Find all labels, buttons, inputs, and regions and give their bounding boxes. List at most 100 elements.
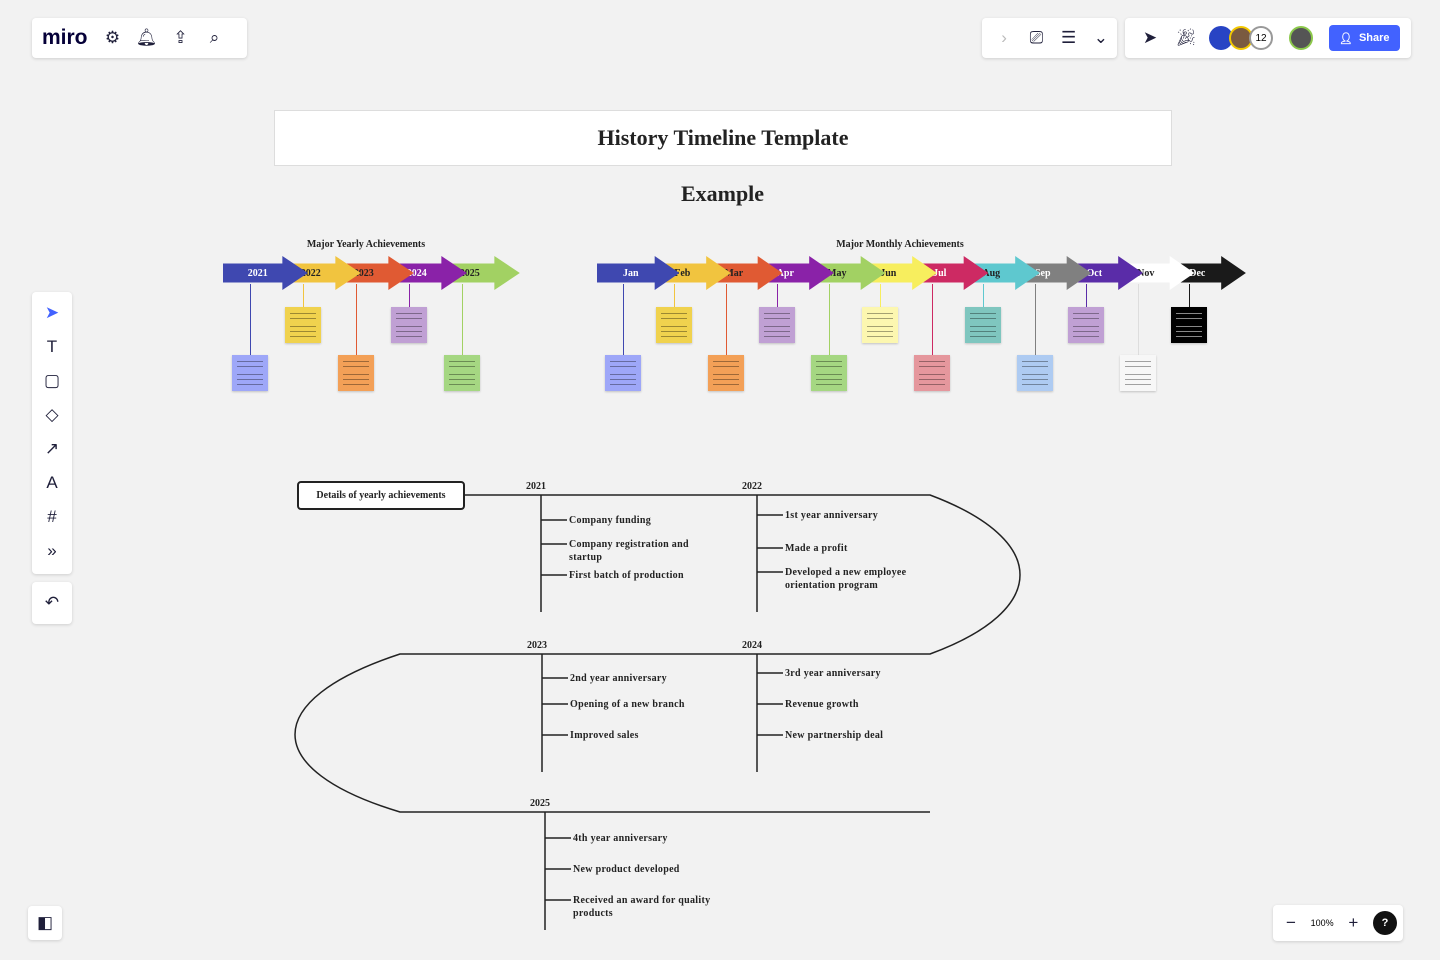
connector-line [931,284,933,355]
select-icon[interactable]: ➤ [44,303,60,322]
shapes-icon[interactable]: ◇ [45,405,59,424]
collab-panel: ➤ 🎉︎ 12 👤︎ Share [1125,18,1411,58]
connector-line [1034,284,1036,355]
undo-icon[interactable]: ↶ [44,593,60,612]
frame-icon[interactable]: # [47,507,57,526]
year-label: 2021 [526,481,546,492]
achievement-item: Company registration and startup [569,539,689,563]
sticky-note[interactable] [759,307,796,343]
tools-panel: › ⎚ ☰ ⌄ [982,18,1117,58]
sticky-note[interactable] [443,355,480,391]
upload-icon[interactable]: ⇪ [173,28,188,47]
achievement-item: 4th year anniversary [573,833,668,844]
sticky-note[interactable] [604,355,641,391]
title-box[interactable]: History Timeline Template [274,110,1172,166]
achievement-item: Made a profit [785,543,848,554]
arrow-label: Jan [623,267,639,279]
sticky-note[interactable] [707,355,744,391]
arrow-label: Oct [1086,267,1103,279]
monthly-heading: Major Monthly Achievements [836,239,964,250]
details-label[interactable]: Details of yearly achievements [297,481,465,510]
user-icon: 👤︎ [1339,32,1353,45]
achievement-item: Improved sales [570,730,639,741]
achievement-item: Revenue growth [785,699,859,710]
arrow-label: 2021 [247,267,268,279]
arrow-label: Dec [1189,267,1206,279]
year-label: 2023 [527,640,547,651]
connector-line [622,284,624,355]
connector-line [302,284,304,307]
sticky-note[interactable] [810,355,847,391]
yearly-heading: Major Yearly Achievements [306,239,426,250]
zoom-level[interactable]: 100% [1310,918,1334,928]
celebrate-icon[interactable]: 🎉︎ [1175,28,1197,47]
settings-icon[interactable]: ⚙ [104,28,121,47]
search-icon[interactable]: ⌕ [209,28,220,47]
chevron-double-down-icon[interactable]: ⌄ [1093,28,1108,47]
arrow-label: 2023 [353,267,374,279]
sidebar-toggle[interactable]: ◧ [28,906,62,940]
arrow-label: Mar [724,267,744,279]
presentation-icon[interactable]: ⎚ [1029,28,1044,47]
arrow-label: 2022 [300,267,321,279]
connector-line [1189,284,1191,307]
board-subtitle: Example [680,181,765,206]
chevron-right-icon[interactable]: › [1001,28,1007,47]
text-icon[interactable]: T [46,337,58,356]
collaborator-count[interactable]: 12 [1249,26,1273,50]
sticky-note[interactable] [1171,307,1208,343]
connector-line [1086,284,1088,307]
board-title: History Timeline Template [597,125,849,150]
line-icon[interactable]: ↗ [44,439,60,458]
sticky-note-icon[interactable]: ▢ [43,371,61,390]
arrow-label: Feb [674,267,691,279]
share-button[interactable]: 👤︎ Share [1329,25,1400,51]
undo-panel: ↶ [32,582,72,624]
arrow-label: Jun [880,267,897,279]
arrow-label: May [827,267,847,279]
year-label: 2024 [742,640,762,651]
arrow-label: 2024 [406,267,427,279]
sticky-note[interactable] [337,355,374,391]
achievement-item: New product developed [573,864,680,875]
bell-icon[interactable]: 🔔︎ [135,28,158,47]
arrow-label: Nov [1137,267,1155,279]
sticky-note[interactable] [231,355,268,391]
connector-line [408,284,410,307]
sticky-note[interactable] [913,355,950,391]
more-icon[interactable]: » [47,541,57,560]
sticky-note[interactable] [284,307,321,343]
achievement-item: Developed a new employee orientation pro… [785,567,907,591]
connector-line [674,284,676,307]
help-button[interactable]: ? [1373,911,1397,935]
cursor-icon[interactable]: ➤ [1142,28,1158,47]
achievement-item: 1st year anniversary [785,510,879,521]
avatar[interactable] [1289,26,1313,50]
arrow-label: Aug [982,267,1001,279]
achievement-item: Opening of a new branch [570,699,685,710]
achievement-item: New partnership deal [785,730,884,741]
sticky-note[interactable] [1119,355,1156,391]
achievement-item: Company funding [569,515,652,526]
notes-icon[interactable]: ☰ [1061,28,1077,47]
sticky-note[interactable] [1016,355,1053,391]
sticky-note[interactable] [1068,307,1105,343]
sticky-note[interactable] [965,307,1002,343]
achievement-item: 3rd year anniversary [785,668,881,679]
arrow-label: Apr [776,267,794,279]
achievement-item: First batch of production [569,570,684,581]
sticky-note[interactable] [862,307,899,343]
sticky-note[interactable] [390,307,427,343]
miro-logo[interactable]: miro [42,26,88,49]
connector-line [983,284,985,307]
sticky-note[interactable] [656,307,693,343]
achievement-item: Received an award for quality products [573,895,711,919]
connector-line [828,284,830,355]
connector-line [249,284,251,355]
zoom-in-icon[interactable]: + [1348,913,1359,932]
zoom-out-icon[interactable]: − [1286,913,1296,932]
connector-line [461,284,463,355]
arrow-label: 2025 [459,267,480,279]
year-label: 2025 [530,798,550,809]
pen-icon[interactable]: A [46,473,58,492]
